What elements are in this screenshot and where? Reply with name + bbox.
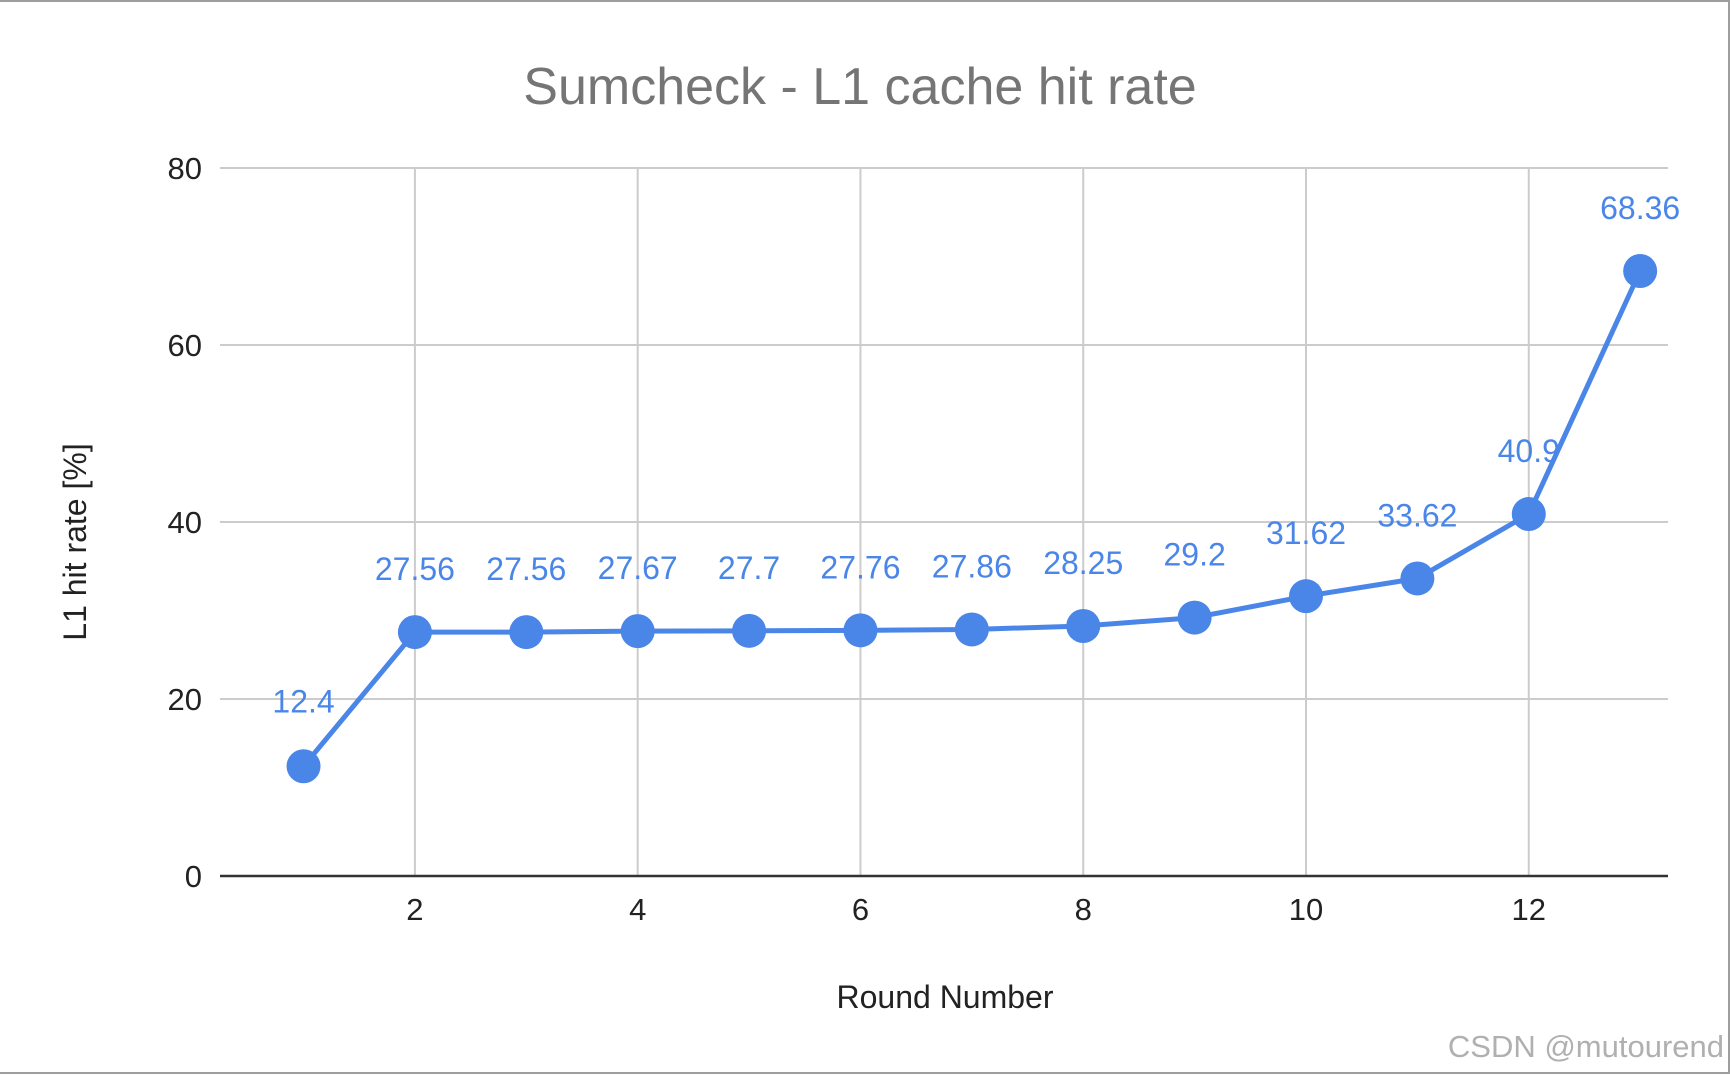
y-tick-label-20: 20: [168, 682, 202, 717]
chart-title: Sumcheck - L1 cache hit rate: [523, 58, 1196, 116]
data-label-5: 27.7: [718, 550, 780, 586]
data-point-7: [954, 612, 989, 647]
data-label-11: 33.62: [1377, 497, 1457, 533]
data-label-8: 28.25: [1043, 545, 1123, 581]
tick-labels: 0 20 40 60 80 2 4 6 8 10 12: [168, 151, 1546, 927]
data-point-10: [1289, 579, 1323, 614]
data-label-6: 27.76: [820, 549, 900, 585]
data-point-11: [1400, 561, 1435, 596]
data-label-10: 31.62: [1266, 515, 1346, 551]
watermark: CSDN @mutourend: [1448, 1029, 1724, 1064]
data-point-6: [843, 613, 878, 648]
y-tick-label-80: 80: [168, 151, 202, 186]
data-label-3: 27.56: [486, 551, 566, 587]
data-point-5: [732, 613, 767, 648]
data-point-3: [509, 615, 544, 650]
data-label-1: 12.4: [272, 683, 334, 719]
x-tick-label-12: 12: [1512, 892, 1546, 927]
x-tick-label-2: 2: [406, 892, 423, 927]
x-tick-label-10: 10: [1289, 892, 1323, 927]
x-tick-label-8: 8: [1075, 892, 1092, 927]
y-tick-label-40: 40: [168, 505, 202, 540]
data-label-2: 27.56: [375, 551, 455, 587]
data-point-8: [1066, 608, 1101, 643]
x-axis-label: Round Number: [837, 979, 1054, 1015]
data-point-12: [1511, 497, 1546, 532]
data-label-13: 68.36: [1600, 190, 1680, 226]
y-tick-label-60: 60: [168, 328, 202, 363]
data-point-1: [286, 749, 321, 784]
x-tick-label-6: 6: [852, 892, 869, 927]
data-point-2: [397, 615, 432, 650]
y-tick-label-0: 0: [185, 859, 202, 894]
data-point-9: [1177, 600, 1212, 635]
grid-lines: [220, 167, 1668, 876]
x-tick-label-4: 4: [629, 892, 646, 927]
data-label-7: 27.86: [932, 548, 1012, 584]
data-labels: 12.4 27.56 27.56 27.67 27.7 27.76 27.86 28.25 29…: [272, 190, 1680, 719]
data-label-9: 29.2: [1163, 537, 1225, 573]
y-axis-label: L1 hit rate [%]: [57, 443, 93, 640]
data-point-4: [620, 614, 655, 649]
data-label-4: 27.67: [598, 550, 678, 586]
series-line-group: [286, 254, 1658, 784]
data-label-12: 40.9: [1498, 433, 1560, 469]
data-point-13: [1623, 254, 1658, 289]
